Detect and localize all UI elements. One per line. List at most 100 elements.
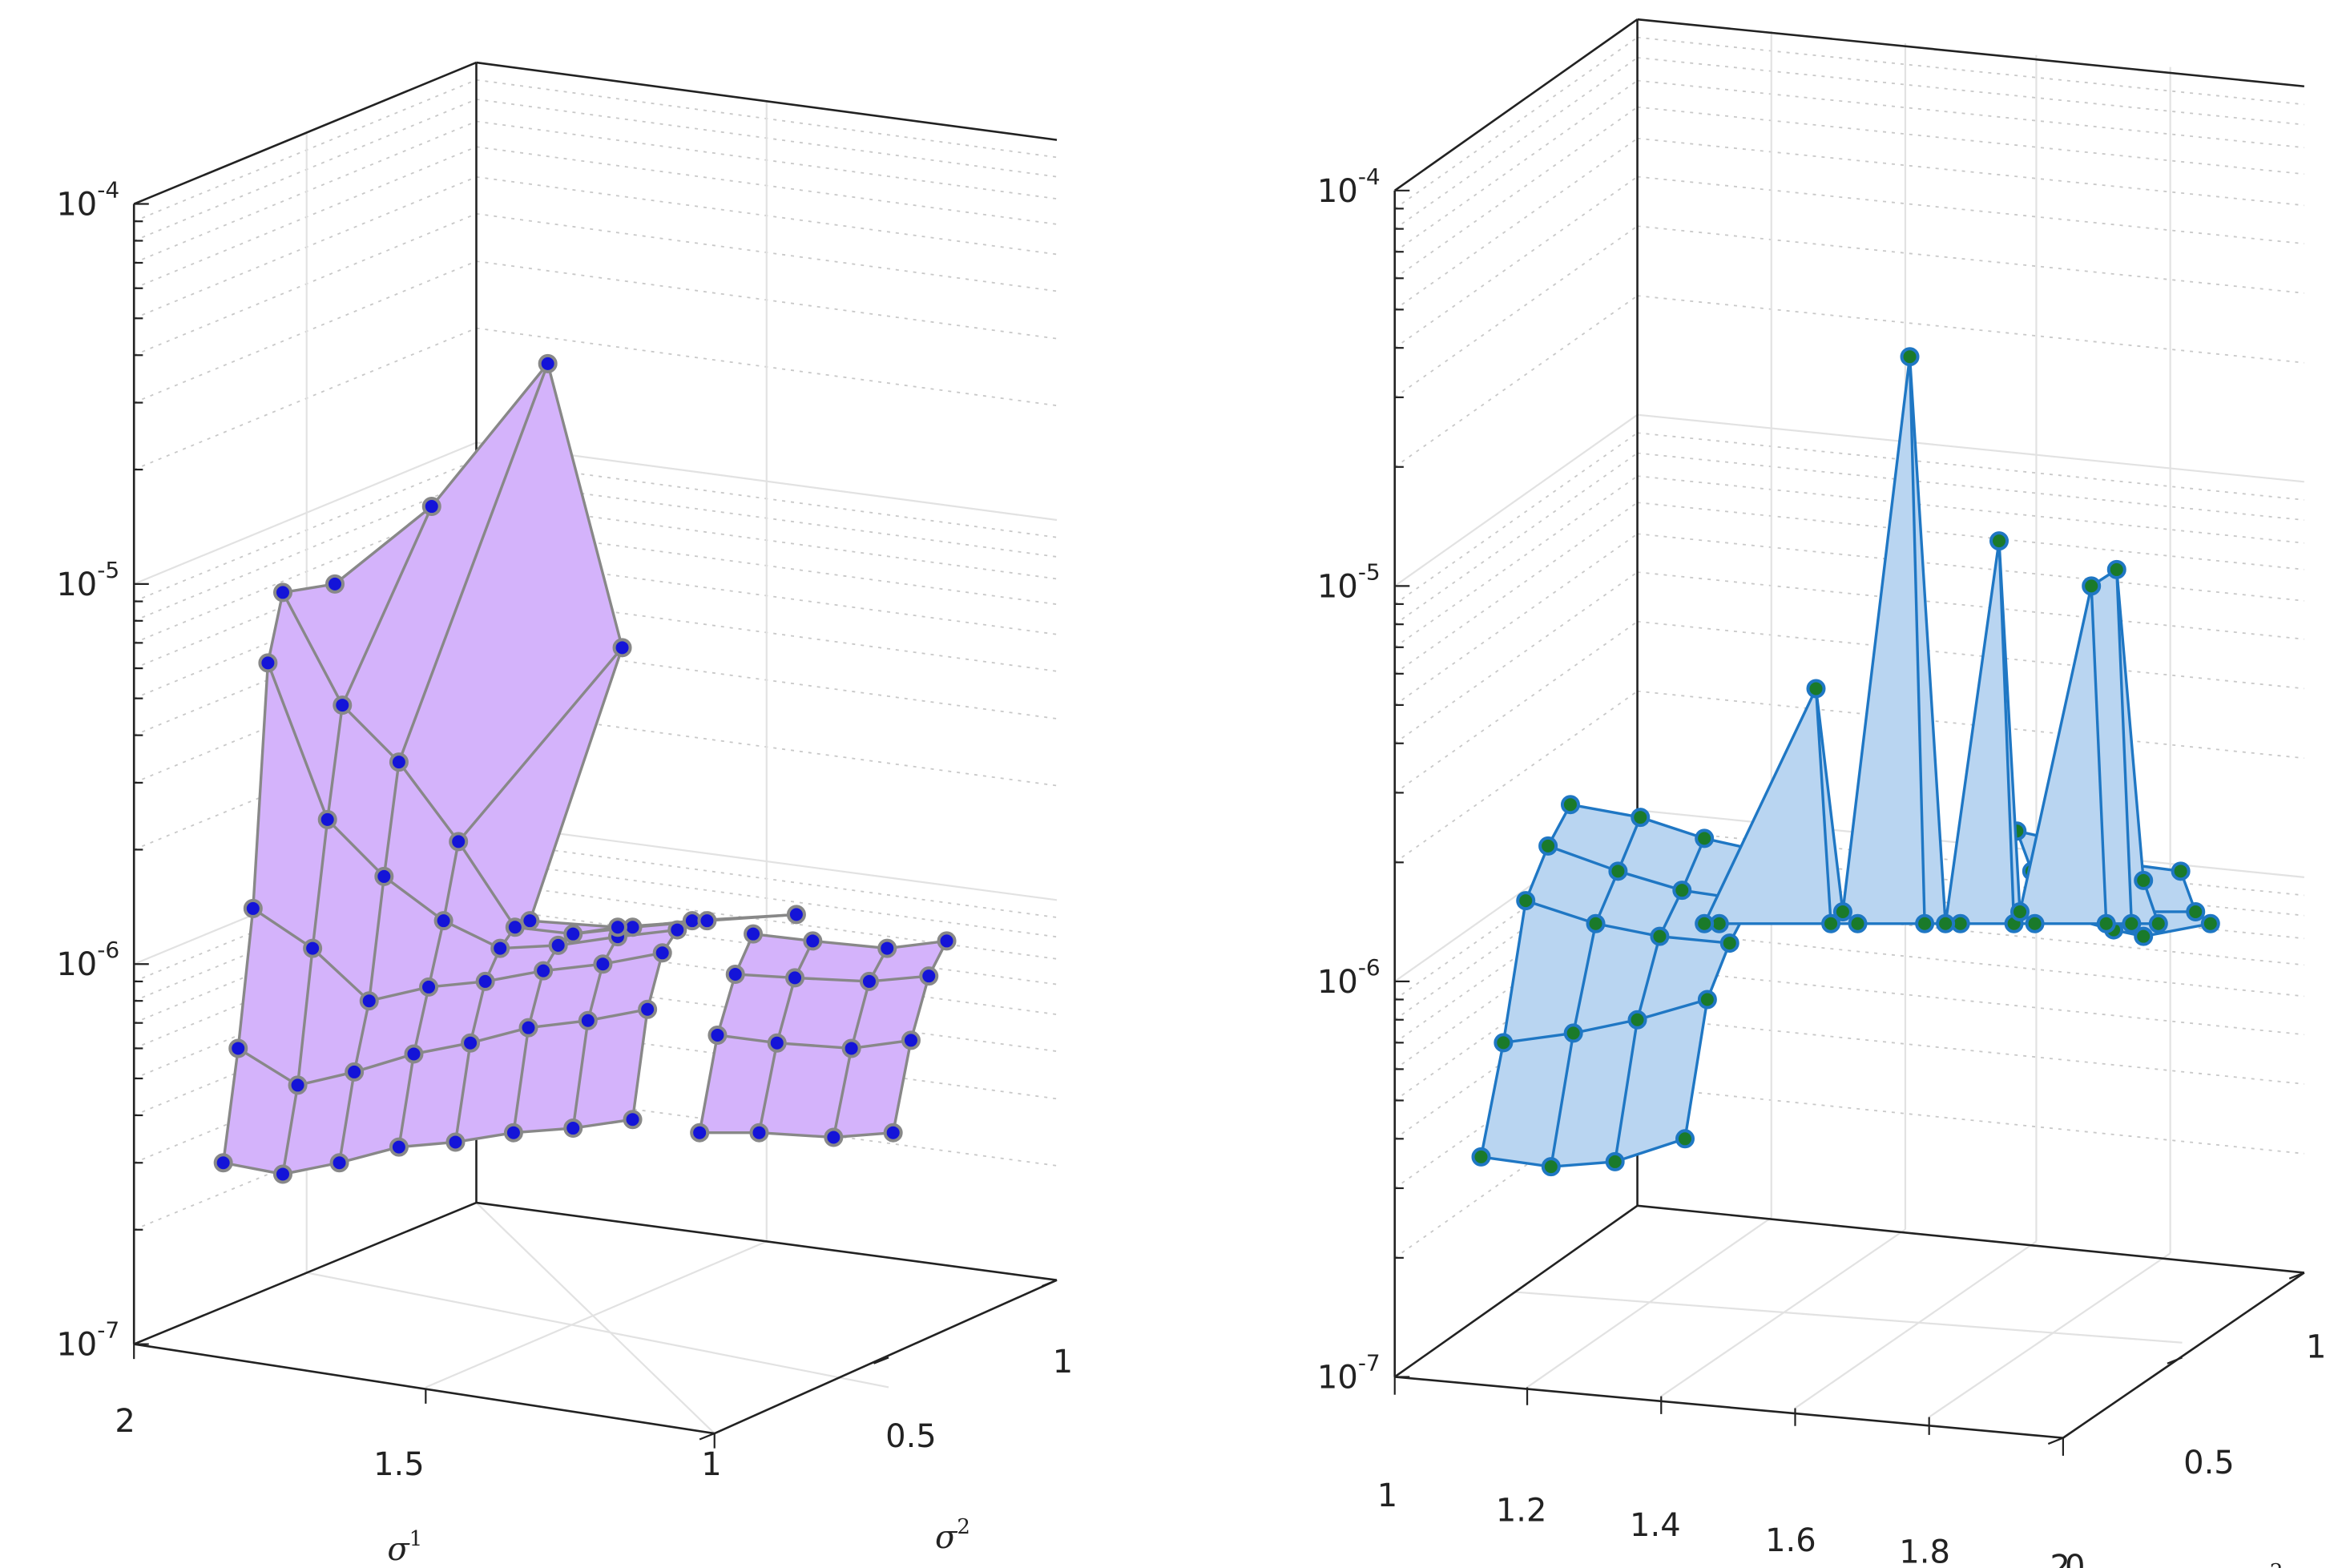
surface-edge — [337, 363, 550, 1163]
minor-gridline — [1637, 966, 2304, 1036]
floor-gridline — [475, 1202, 716, 1434]
data-point — [749, 1123, 769, 1143]
x-tick-label: 1 — [701, 1446, 721, 1483]
z-tick-label: 10-5 — [1317, 558, 1381, 605]
right-lobe-surface-faces — [699, 933, 948, 1139]
major-gridline — [1394, 413, 1639, 587]
surface-edge — [252, 907, 663, 1003]
floor-edge — [1637, 1204, 2304, 1274]
left-lobe-surface-markers — [213, 353, 806, 1184]
data-point — [877, 938, 897, 958]
data-point — [272, 1164, 292, 1184]
data-point — [607, 917, 627, 937]
floor-edge — [476, 1201, 1058, 1281]
data-point — [1608, 861, 1628, 881]
data-point — [389, 1137, 409, 1157]
data-point — [841, 1038, 861, 1058]
surface-edge — [735, 973, 929, 983]
right-lobe-surface-markers — [690, 924, 957, 1147]
data-point — [767, 1033, 787, 1053]
minor-gridline — [1637, 502, 2304, 570]
surface-edge — [698, 933, 755, 1133]
y-tick-label: 0 — [2065, 1549, 2085, 1568]
data-point — [475, 971, 495, 991]
data-point — [2082, 576, 2102, 596]
y-tick-label: 1 — [2306, 1328, 2326, 1365]
data-point — [1586, 913, 1606, 933]
surface-edge — [757, 940, 814, 1134]
floor-edge — [1394, 1376, 2064, 1439]
minor-gridline — [1637, 432, 2304, 501]
data-point — [2186, 901, 2206, 921]
z-tick-label: 10-4 — [56, 177, 119, 224]
data-point — [2025, 913, 2045, 933]
data-point — [317, 809, 337, 829]
y-tick — [2167, 1356, 2183, 1364]
minor-gridline — [1394, 571, 1639, 744]
data-point — [449, 832, 469, 852]
data-point — [1695, 828, 1715, 848]
data-point — [2148, 913, 2168, 933]
minor-gridline — [1394, 79, 1639, 252]
minor-gridline — [1394, 175, 1639, 349]
data-point — [1936, 913, 1956, 933]
data-point — [272, 582, 292, 603]
data-point — [213, 1153, 233, 1173]
y-tick-label: 0.5 — [2183, 1445, 2235, 1481]
data-point — [433, 911, 453, 931]
data-point — [2134, 926, 2154, 946]
data-point — [883, 1123, 903, 1143]
minor-gridline — [133, 120, 477, 264]
minor-gridline — [1394, 475, 1639, 648]
data-point — [1675, 1129, 1695, 1149]
major-gridline — [133, 441, 477, 585]
data-point — [2010, 901, 2030, 921]
data-point — [593, 954, 613, 974]
surface-edge — [2090, 586, 2108, 924]
minor-gridline — [133, 175, 477, 320]
y-tick-label: 0.5 — [885, 1418, 937, 1455]
minor-gridline — [1394, 533, 1639, 706]
peaks-surface-faces — [1703, 357, 2159, 925]
y-tick-label: 1 — [1053, 1344, 1073, 1381]
surface-edge — [717, 1034, 912, 1050]
data-point — [288, 1075, 308, 1095]
minor-gridline — [133, 212, 477, 357]
top-edge-right — [476, 61, 1058, 141]
z-tick-label: 10-7 — [1317, 1349, 1381, 1396]
data-point — [803, 931, 823, 951]
data-point — [2134, 870, 2154, 890]
peaks-surface-markers — [1695, 347, 2168, 933]
floor-gridline — [425, 1240, 768, 1389]
data-point — [359, 991, 379, 1011]
surface-edge — [1814, 688, 1832, 924]
floor-edge — [134, 1343, 715, 1435]
surface-edge — [397, 647, 623, 1147]
minor-gridline — [1637, 36, 2304, 106]
minor-gridline — [1637, 533, 2304, 602]
data-point — [1605, 1151, 1625, 1171]
minor-gridline — [133, 478, 477, 622]
data-point — [461, 1033, 481, 1053]
surface-edge — [892, 940, 949, 1134]
surface-edge — [1503, 998, 1708, 1045]
x-tick-label: 2 — [115, 1403, 135, 1440]
z-tick-label: 10-6 — [56, 937, 119, 983]
data-point — [1697, 990, 1717, 1010]
floor-edge — [1393, 1204, 1639, 1378]
z-tick-label: 10-6 — [1317, 954, 1381, 1001]
data-point — [503, 1123, 523, 1143]
minor-gridline — [1637, 1016, 2304, 1085]
minor-gridline — [1637, 79, 2304, 149]
left-grid-surface-faces — [1480, 804, 1776, 1167]
x-tick-label: 1.2 — [1496, 1493, 1547, 1530]
minor-gridline — [1637, 928, 2304, 998]
surface-edge — [699, 1131, 893, 1139]
floor-gridline — [1515, 1291, 2183, 1344]
floor-gridline — [1794, 1240, 2038, 1409]
data-point — [1695, 913, 1715, 933]
data-point — [421, 497, 441, 517]
data-point — [1538, 836, 1558, 856]
